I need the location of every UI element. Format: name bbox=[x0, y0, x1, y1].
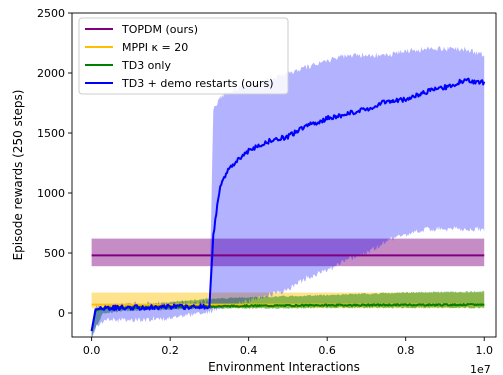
x-tick-label: 0.0 bbox=[83, 344, 101, 357]
legend-label-td3-demo-restarts-ours: TD3 + demo restarts (ours) bbox=[121, 77, 274, 90]
x-tick-label: 0.6 bbox=[318, 344, 336, 357]
band-topdm-ours bbox=[91, 238, 485, 267]
y-tick-label: 0 bbox=[58, 307, 65, 320]
x-axis-multiplier: 1e7 bbox=[470, 363, 491, 375]
y-tick-label: 2000 bbox=[37, 67, 65, 80]
y-axis-ticks: 0 500 1000 1500 2000 2500 bbox=[37, 7, 72, 320]
legend-box bbox=[78, 17, 289, 95]
legend-label-td3-only: TD3 only bbox=[121, 59, 171, 72]
lines-layer bbox=[90, 77, 486, 332]
x-tick-label: 0.4 bbox=[240, 344, 258, 357]
plot-frame bbox=[71, 12, 497, 338]
band-td3-demo-restarts-ours bbox=[91, 46, 485, 338]
y-tick-label: 1000 bbox=[37, 187, 65, 200]
x-tick-label: 0.2 bbox=[161, 344, 179, 357]
y-tick-label: 1500 bbox=[37, 127, 65, 140]
legend-label-mppi-20: MPPI κ = 20 bbox=[122, 41, 188, 54]
x-axis-label: Environment Interactions bbox=[208, 360, 360, 374]
bands-layer bbox=[91, 46, 485, 338]
line-td3-demo-restarts-ours bbox=[90, 77, 486, 332]
y-tick-label: 2500 bbox=[37, 7, 65, 20]
legend: TOPDM (ours) MPPI κ = 20 TD3 only TD3 + dem… bbox=[78, 17, 289, 95]
y-axis-label: Episode rewards (250 steps) bbox=[11, 90, 25, 261]
band-td3-only bbox=[91, 290, 485, 337]
legend-label-topdm-ours: TOPDM (ours) bbox=[121, 23, 198, 36]
y-tick-label: 500 bbox=[44, 247, 65, 260]
x-tick-label: 1.0 bbox=[475, 344, 493, 357]
x-tick-label: 0.8 bbox=[397, 344, 415, 357]
x-axis-ticks: 0.0 0.2 0.4 0.6 0.8 1.0 bbox=[83, 337, 493, 357]
